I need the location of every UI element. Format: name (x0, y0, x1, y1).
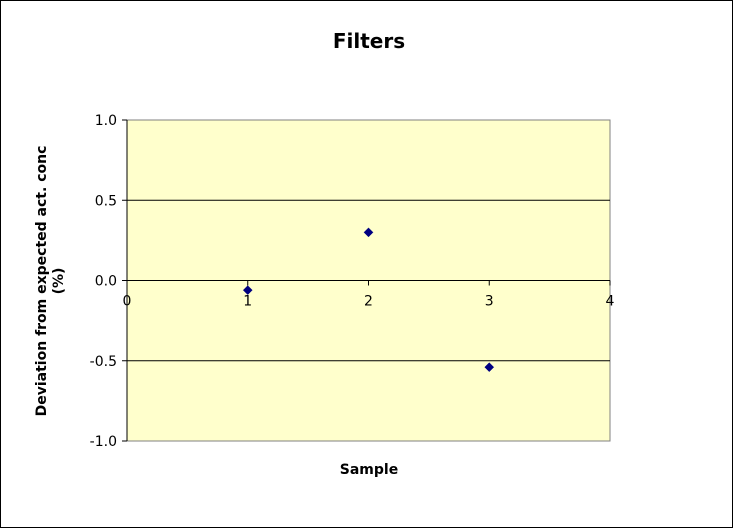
y-tick-label: 0.5 (95, 193, 117, 209)
x-tick-label: 3 (485, 294, 494, 310)
x-tick-labels: 0 1 2 3 4 (123, 294, 615, 310)
y-tick-labels: 1.0 0.5 0.0 -0.5 -1.0 (90, 113, 117, 450)
chart-title: Filters (333, 29, 405, 53)
data-point (484, 362, 495, 373)
x-tick-label: 0 (123, 294, 132, 310)
x-tick-label: 4 (606, 294, 615, 310)
y-tick-label: 0.0 (95, 274, 117, 290)
y-tick-label: 1.0 (95, 113, 117, 129)
y-axis-label-line-1: Deviation from expected act. conc (34, 146, 50, 417)
x-tick-label: 2 (364, 294, 373, 310)
data-point (242, 285, 253, 295)
data-point (363, 227, 374, 238)
y-axis-label-line-2: (%) (51, 268, 67, 295)
axes (122, 119, 611, 442)
x-tick-label: 1 (243, 294, 252, 310)
y-tick-label: -1.0 (90, 434, 117, 450)
y-tick-label: -0.5 (90, 354, 117, 370)
data-points (242, 227, 495, 373)
x-axis-label: Sample (340, 462, 398, 478)
y-axis-label: Deviation from expected act. conc (%) (34, 146, 67, 417)
